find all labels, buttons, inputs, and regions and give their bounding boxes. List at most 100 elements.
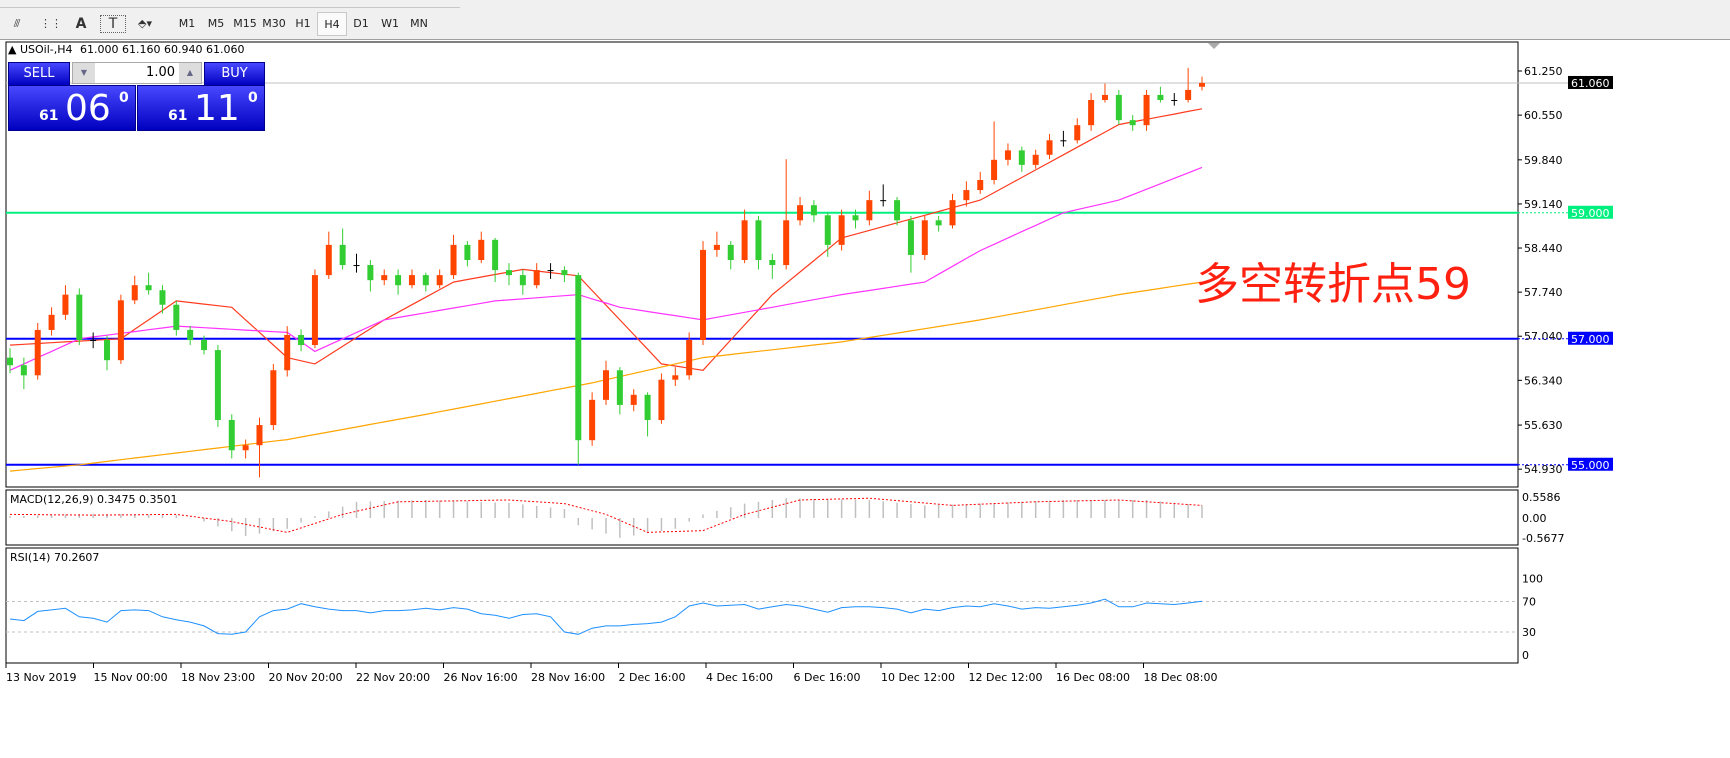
candle-body bbox=[810, 205, 817, 216]
candle-body bbox=[1115, 94, 1122, 121]
candle-body bbox=[1004, 150, 1011, 160]
candle-body bbox=[1018, 150, 1025, 165]
candle-body bbox=[381, 275, 388, 281]
time-tick-label: 12 Dec 12:00 bbox=[969, 671, 1043, 684]
timeframe-m30[interactable]: M30 bbox=[262, 17, 286, 30]
buy-button[interactable]: BUY bbox=[204, 62, 265, 86]
lot-input[interactable]: 1.00 bbox=[146, 65, 175, 80]
level-label: 57.000 bbox=[1571, 333, 1610, 346]
candle-body bbox=[90, 340, 97, 342]
buy-price-big: 61 bbox=[168, 108, 188, 124]
candle-body bbox=[228, 420, 235, 451]
candle-body bbox=[436, 275, 443, 286]
chart-canvas[interactable]: 61.250 60.550 59.840 59.140 58.440 57.740 57.0… bbox=[0, 40, 1730, 755]
candle-body bbox=[256, 425, 263, 446]
timeframe-m15[interactable]: M15 bbox=[233, 17, 257, 30]
chart-shift-marker-icon bbox=[1208, 43, 1220, 49]
sell-button[interactable]: SELL bbox=[8, 62, 70, 86]
time-tick-label: 16 Dec 08:00 bbox=[1056, 671, 1130, 684]
moving-average-line-2 bbox=[9, 166, 1203, 371]
price-tick-label: 57.040 bbox=[1524, 330, 1563, 343]
macd-tick-label: -0.5677 bbox=[1522, 532, 1564, 545]
candle-body bbox=[48, 314, 55, 330]
macd-signal-line bbox=[9, 497, 1203, 533]
time-tick-label: 4 Dec 16:00 bbox=[706, 671, 773, 684]
main-panel-frame bbox=[5, 41, 1519, 488]
collapse-arrow-icon[interactable]: ▲ bbox=[8, 43, 17, 56]
chart-window[interactable]: 61.250 60.550 59.840 59.140 58.440 57.740 57.0… bbox=[0, 40, 1730, 755]
level-label-bg bbox=[1568, 331, 1613, 345]
candle-body bbox=[131, 285, 138, 301]
candle-body bbox=[603, 370, 609, 400]
timeframe-m1[interactable]: M1 bbox=[178, 17, 196, 30]
rsi-panel-frame bbox=[5, 547, 1519, 664]
price-tick-label: 60.550 bbox=[1524, 109, 1563, 122]
ohlc-label: 61.000 61.160 60.940 61.060 bbox=[80, 43, 245, 56]
price-tick-label: 56.340 bbox=[1524, 374, 1563, 387]
macd-tick-label: 0.00 bbox=[1522, 512, 1547, 525]
candle-body bbox=[672, 375, 679, 380]
timeframe-d1[interactable]: D1 bbox=[353, 17, 369, 30]
timeframe-h1[interactable]: H1 bbox=[295, 17, 311, 30]
candle-body bbox=[242, 445, 249, 451]
fibonacci-grid-icon[interactable]: ⋮⋮ bbox=[40, 17, 62, 30]
candle-body bbox=[408, 275, 415, 286]
candle-body bbox=[1032, 154, 1039, 165]
buy-price[interactable]: 61 11 0 bbox=[137, 85, 265, 131]
price-tick-label: 57.740 bbox=[1524, 286, 1563, 299]
moving-average-line-1 bbox=[9, 108, 1203, 371]
text-icon[interactable]: A bbox=[75, 16, 87, 32]
timeframe-w1[interactable]: W1 bbox=[381, 17, 399, 30]
candle-body bbox=[492, 239, 499, 271]
candle-body bbox=[478, 239, 485, 260]
lot-decrease-button[interactable]: ▼ bbox=[73, 63, 95, 83]
candle-body bbox=[104, 340, 111, 361]
rsi-tick-label: 30 bbox=[1522, 626, 1536, 639]
macd-panel-frame bbox=[5, 489, 1519, 546]
candle-body bbox=[505, 270, 512, 276]
fibonacci-fan-icon[interactable]: ⫻ bbox=[13, 17, 21, 30]
candle-body bbox=[894, 200, 901, 221]
price-tick-label: 59.140 bbox=[1524, 198, 1563, 211]
candle-body bbox=[700, 249, 707, 341]
text-label-icon[interactable]: T bbox=[100, 15, 126, 33]
candle-body bbox=[616, 370, 623, 405]
candle-body bbox=[575, 275, 582, 441]
candle-body bbox=[1088, 99, 1095, 126]
rsi-tick-label: 0 bbox=[1522, 649, 1529, 662]
candle-body bbox=[547, 270, 554, 272]
candle-body bbox=[464, 244, 471, 260]
price-tick-label: 61.250 bbox=[1524, 65, 1563, 78]
candle-body bbox=[1185, 89, 1192, 100]
bid-label: 61.060 bbox=[1571, 77, 1610, 90]
candle-body bbox=[187, 329, 194, 341]
time-tick-label: 10 Dec 12:00 bbox=[881, 671, 955, 684]
time-tick-label: 20 Nov 20:00 bbox=[269, 671, 343, 684]
candle-body bbox=[880, 200, 887, 202]
candle-body bbox=[284, 334, 291, 371]
bid-label-bg bbox=[1568, 75, 1613, 89]
arrows-dropdown-icon[interactable]: ⬘▾ bbox=[138, 17, 152, 30]
candle-body bbox=[20, 365, 27, 376]
annotation-text[interactable]: 多空转折点59 bbox=[1195, 259, 1471, 310]
lot-increase-button[interactable]: ▲ bbox=[179, 63, 201, 83]
level-label-bg bbox=[1568, 205, 1613, 219]
time-tick-label: 18 Dec 08:00 bbox=[1144, 671, 1218, 684]
candle-body bbox=[214, 350, 221, 421]
candle-body bbox=[907, 220, 914, 255]
candle-body bbox=[533, 270, 540, 286]
timeframe-mn[interactable]: MN bbox=[410, 17, 428, 30]
timeframe-h4[interactable]: H4 bbox=[317, 12, 347, 36]
timeframe-m5[interactable]: M5 bbox=[207, 17, 225, 30]
lot-size-stepper: ▼ 1.00 ▲ bbox=[72, 62, 202, 84]
time-tick-label: 15 Nov 00:00 bbox=[94, 671, 168, 684]
candle-body bbox=[1143, 94, 1150, 126]
candle-body bbox=[34, 329, 41, 376]
sell-price[interactable]: 61 06 0 bbox=[8, 85, 136, 131]
candle-body bbox=[325, 244, 332, 276]
time-tick-label: 26 Nov 16:00 bbox=[444, 671, 518, 684]
time-tick-label: 18 Nov 23:00 bbox=[181, 671, 255, 684]
candle-body bbox=[339, 244, 346, 266]
time-tick-label: 22 Nov 20:00 bbox=[356, 671, 430, 684]
price-tick-label: 55.630 bbox=[1524, 419, 1563, 432]
